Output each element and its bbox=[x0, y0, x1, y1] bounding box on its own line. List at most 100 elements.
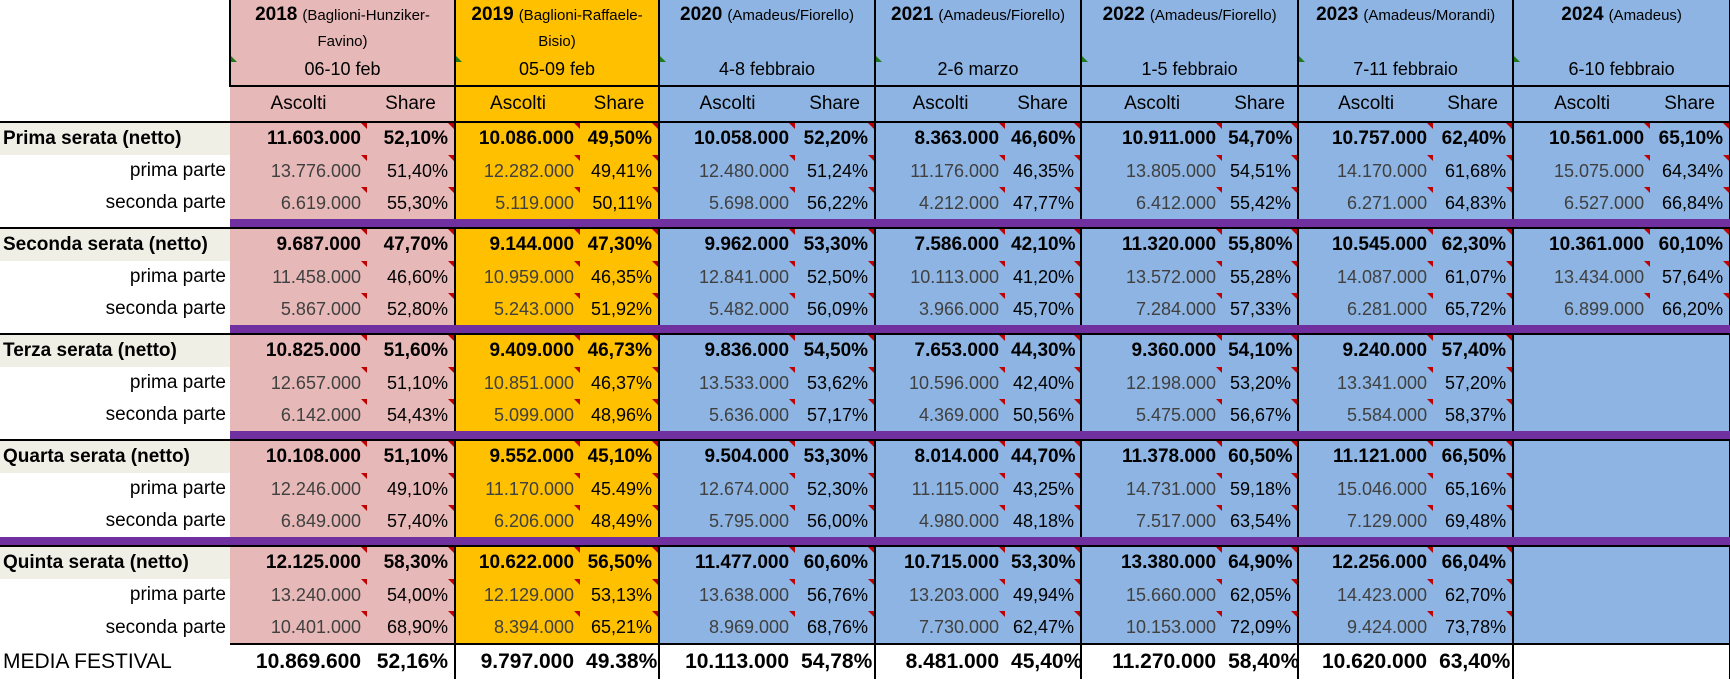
ascolti-cell bbox=[1513, 473, 1651, 505]
ascolti-cell: 7.284.000 bbox=[1081, 293, 1223, 325]
dates-label: 6-10 febbraio bbox=[1568, 59, 1675, 79]
share-cell: 56,09% bbox=[795, 293, 877, 325]
row-label: prima parte bbox=[0, 155, 230, 187]
ascolti-cell: 15.046.000 bbox=[1298, 473, 1434, 505]
ascolti-cell: 12.256.000 bbox=[1298, 545, 1434, 579]
hosts-label: (Amadeus/Fiorello) bbox=[938, 7, 1066, 24]
ascolti-cell: 13.341.000 bbox=[1298, 367, 1434, 399]
ascolti-cell: 10.086.000 bbox=[455, 121, 581, 155]
ascolti-cell: 10.058.000 bbox=[659, 121, 796, 155]
ascolti-cell bbox=[1513, 611, 1651, 644]
year-header-2019: 2019 (Baglioni-Raffaele-Bisio) 05-09 feb bbox=[454, 0, 661, 86]
share-cell: 73,78% bbox=[1433, 611, 1515, 644]
share-cell: 65,16% bbox=[1433, 473, 1515, 505]
share-cell bbox=[1650, 367, 1730, 399]
hosts-label: (Amadeus/Morandi) bbox=[1363, 7, 1496, 24]
hosts-label: (Baglioni-Raffaele-Bisio) bbox=[518, 7, 643, 50]
ascolti-cell: 13.805.000 bbox=[1081, 155, 1223, 187]
share-cell: 47,77% bbox=[1005, 187, 1083, 219]
group-separator bbox=[0, 537, 1730, 546]
share-cell: 41,20% bbox=[1005, 261, 1083, 293]
share-cell: 53,30% bbox=[795, 439, 877, 473]
ascolti-cell: 10.561.000 bbox=[1513, 121, 1651, 155]
share-cell: 55,80% bbox=[1222, 227, 1300, 261]
ascolti-cell: 12.841.000 bbox=[659, 261, 796, 293]
ascolti-cell: 5.584.000 bbox=[1298, 399, 1434, 431]
dates-label: 05-09 feb bbox=[518, 59, 596, 79]
share-cell: 56,76% bbox=[795, 579, 877, 611]
share-cell: 52,30% bbox=[795, 473, 877, 505]
share-cell bbox=[1650, 579, 1730, 611]
year-label: 2023 bbox=[1316, 4, 1359, 25]
share-cell: 68,90% bbox=[367, 611, 457, 644]
ascolti-cell: 11.115.000 bbox=[875, 473, 1006, 505]
row-label: seconda parte bbox=[0, 505, 230, 537]
share-cell: 42,40% bbox=[1005, 367, 1083, 399]
share-cell: 46,60% bbox=[1005, 121, 1083, 155]
serata-row: Seconda serata (netto) 9.687.000 47,70% 9.1… bbox=[0, 227, 1730, 261]
share-cell: 54,50% bbox=[795, 333, 877, 367]
row-label: Terza serata (netto) bbox=[0, 333, 230, 367]
corner-cell bbox=[0, 86, 230, 122]
share-cell: 50,56% bbox=[1005, 399, 1083, 431]
row-label: seconda parte bbox=[0, 187, 230, 219]
ascolti-header: Ascolti bbox=[455, 85, 581, 123]
share-cell: 54,51% bbox=[1222, 155, 1300, 187]
ascolti-cell bbox=[1513, 333, 1651, 367]
ascolti-cell: 11.121.000 bbox=[1298, 439, 1434, 473]
share-cell: 52,80% bbox=[367, 293, 457, 325]
ascolti-cell: 12.657.000 bbox=[230, 367, 367, 399]
row-label: prima parte bbox=[0, 473, 230, 505]
ascolti-cell: 9.424.000 bbox=[1298, 611, 1434, 644]
parte-row: prima parte 12.246.000 49,10% 11.170.000 45.… bbox=[0, 473, 1730, 505]
share-cell: 54,00% bbox=[367, 579, 457, 611]
share-cell: 56,67% bbox=[1222, 399, 1300, 431]
ascolti-cell: 12.198.000 bbox=[1081, 367, 1223, 399]
share-cell: 59,18% bbox=[1222, 473, 1300, 505]
year-label: 2024 bbox=[1561, 4, 1604, 25]
dates-label: 4-8 febbraio bbox=[719, 59, 816, 79]
year-header-2023: 2023 (Amadeus/Morandi) 7-11 febbraio bbox=[1297, 0, 1515, 86]
share-cell: 66,20% bbox=[1650, 293, 1730, 325]
ascolti-cell: 12.129.000 bbox=[455, 579, 581, 611]
ascolti-cell: 11.458.000 bbox=[230, 261, 367, 293]
share-cell: 65,72% bbox=[1433, 293, 1515, 325]
year-header-2022: 2022 (Amadeus/Fiorello) 1-5 febbraio bbox=[1080, 0, 1300, 86]
hosts-label: (Amadeus/Fiorello) bbox=[1149, 7, 1277, 24]
ascolti-cell: 5.482.000 bbox=[659, 293, 796, 325]
corner-cell bbox=[0, 0, 230, 86]
serata-row: Quinta serata (netto) 12.125.000 58,30% 10.… bbox=[0, 545, 1730, 579]
share-header: Share bbox=[1005, 85, 1083, 123]
ascolti-cell: 12.125.000 bbox=[230, 545, 367, 579]
ascolti-cell: 9.360.000 bbox=[1081, 333, 1223, 367]
share-cell: 56,22% bbox=[795, 187, 877, 219]
ascolti-cell: 9.687.000 bbox=[230, 227, 367, 261]
group-separator bbox=[0, 431, 1730, 440]
year-label: 2022 bbox=[1102, 4, 1145, 25]
share-cell: 62,70% bbox=[1433, 579, 1515, 611]
row-label: prima parte bbox=[0, 367, 230, 399]
hosts-label: (Amadeus) bbox=[1608, 7, 1682, 24]
share-cell: 44,70% bbox=[1005, 439, 1083, 473]
year-label: 2020 bbox=[680, 4, 723, 25]
ascolti-cell: 3.966.000 bbox=[875, 293, 1006, 325]
ascolti-cell: 13.203.000 bbox=[875, 579, 1006, 611]
ascolti-cell: 14.423.000 bbox=[1298, 579, 1434, 611]
share-header: Share bbox=[1222, 85, 1300, 123]
ascolti-cell: 11.170.000 bbox=[455, 473, 581, 505]
share-cell: 46,37% bbox=[580, 367, 661, 399]
share-header: Share bbox=[1433, 85, 1515, 123]
ascolti-cell: 11.603.000 bbox=[230, 121, 367, 155]
share-cell: 49,94% bbox=[1005, 579, 1083, 611]
share-cell: 55,42% bbox=[1222, 187, 1300, 219]
share-cell: 54,43% bbox=[367, 399, 457, 431]
row-label: Seconda serata (netto) bbox=[0, 227, 230, 261]
ascolti-cell bbox=[1513, 579, 1651, 611]
ascolti-cell: 11.320.000 bbox=[1081, 227, 1223, 261]
share-cell: 57,64% bbox=[1650, 261, 1730, 293]
ascolti-cell: 4.369.000 bbox=[875, 399, 1006, 431]
share-header: Share bbox=[1650, 85, 1730, 123]
ascolti-cell: 6.412.000 bbox=[1081, 187, 1223, 219]
share-cell: 42,10% bbox=[1005, 227, 1083, 261]
ascolti-cell: 12.480.000 bbox=[659, 155, 796, 187]
